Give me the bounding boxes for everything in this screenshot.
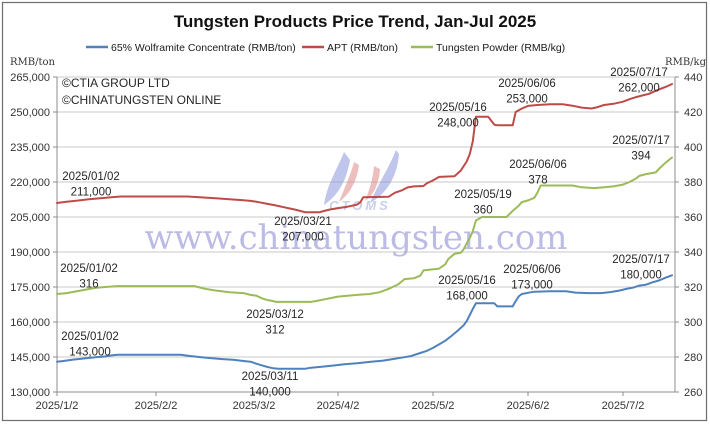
annotation-date: 2025/06/06	[509, 159, 567, 171]
data-annotation: 2025/01/02 143,000	[61, 331, 119, 359]
x-tick-label: 2025/6/2	[507, 400, 550, 412]
y-right-tick-label: 300	[684, 317, 702, 329]
series-layer	[56, 83, 673, 370]
y-left-tick-label: 160,000	[10, 317, 50, 329]
series-line-65-wolframite-concentrate-rmb-ton-	[56, 274, 673, 370]
y-right-tick-label: 440	[684, 72, 702, 84]
data-annotation: 2025/06/06 173,000	[503, 264, 561, 292]
logo-caption: CTOMS	[329, 198, 391, 213]
x-tick-label: 2025/1/2	[36, 400, 79, 412]
y-left-tick-label: 220,000	[10, 177, 50, 189]
x-tick-label: 2025/5/2	[412, 400, 455, 412]
y-right-tick-label: 280	[684, 352, 702, 364]
annotation-layer: 2025/01/02211,0002025/03/21207,0002025/0…	[60, 67, 670, 399]
y-right-tick-label: 340	[684, 247, 702, 259]
data-annotation: 2025/05/19 360	[454, 189, 512, 217]
chart-title: Tungsten Products Price Trend, Jan-Jul 2…	[174, 12, 536, 31]
annotation-date: 2025/03/21	[274, 216, 332, 228]
annotation-date: 2025/01/02	[60, 263, 118, 275]
annotation-date: 2025/05/16	[429, 102, 487, 114]
y-left-tick-label: 265,000	[10, 72, 50, 84]
annotation-date: 2025/05/19	[454, 189, 512, 201]
legend: 65% Wolframite Concentrate (RMB/ton) APT…	[86, 42, 565, 54]
annotation-value: 312	[265, 325, 284, 337]
annotation-value: 360	[473, 205, 492, 217]
series-line-tungsten-powder-rmb-kg-	[56, 156, 673, 303]
y-right-tick-label: 320	[684, 282, 702, 294]
copyright-line-2: ©CHINATUNGSTEN ONLINE	[62, 93, 221, 107]
x-tick-label: 2025/4/2	[317, 400, 360, 412]
y-right-tick-label: 260	[684, 387, 702, 399]
logo-petal-blue-right-icon	[370, 150, 399, 203]
annotation-value: 394	[631, 151, 651, 163]
legend-label-wolframite: 65% Wolframite Concentrate (RMB/ton)	[111, 42, 296, 54]
grid-layer: 265,000 250,000 235,000 220,000 205,000 190,0…	[10, 72, 702, 412]
logo-petal-blue-left-icon	[324, 152, 350, 205]
logo-petal-red-right-icon	[365, 166, 380, 201]
x-tick-label: 2025/3/2	[233, 400, 276, 412]
y-left-tick-label: 175,000	[10, 282, 50, 294]
annotation-date: 2025/06/06	[503, 264, 561, 276]
data-annotation: 2025/05/16 248,000	[429, 102, 487, 130]
logo-petal-red-left-icon	[339, 162, 359, 202]
copyright-line-1: ©CTIA GROUP LTD	[62, 76, 170, 90]
data-annotation: 2025/03/21 207,000	[274, 216, 332, 244]
data-annotation: 2025/03/11 140,000	[242, 371, 299, 399]
annotation-value: 253,000	[506, 94, 548, 106]
data-annotation: 2025/01/02 316	[60, 263, 118, 291]
annotation-date: 2025/01/02	[61, 331, 119, 343]
annotation-date: 2025/07/17	[612, 135, 670, 147]
y-right-tick-label: 360	[684, 212, 702, 224]
watermark-text: www.chinatungsten.com	[145, 218, 568, 258]
legend-label-apt: APT (RMB/ton)	[327, 42, 398, 54]
y-right-tick-label: 420	[684, 107, 702, 119]
annotation-value: 207,000	[282, 232, 324, 244]
annotation-date: 2025/05/16	[438, 275, 496, 287]
annotation-value: 378	[528, 175, 547, 187]
data-annotation: 2025/06/06 253,000	[498, 78, 556, 106]
right-axis-unit-label: RMB/kg	[665, 57, 707, 68]
annotation-value: 143,000	[69, 347, 111, 359]
x-tick-label: 2025/2/2	[135, 400, 178, 412]
y-left-tick-label: 130,000	[10, 387, 50, 399]
watermark-logo: CTOMS	[324, 150, 399, 213]
annotation-value: 140,000	[249, 387, 291, 399]
data-annotation: 2025/07/17 262,000	[610, 67, 668, 95]
legend-label-powder: Tungsten Powder (RMB/kg)	[436, 42, 565, 54]
annotation-value: 173,000	[511, 280, 553, 292]
y-left-tick-label: 205,000	[10, 212, 50, 224]
y-left-tick-label: 250,000	[10, 107, 50, 119]
y-right-tick-label: 400	[684, 142, 702, 154]
data-annotation: 2025/07/17 180,000	[612, 254, 670, 282]
annotation-date: 2025/06/06	[498, 78, 556, 90]
x-tick-label: 2025/7/2	[602, 400, 645, 412]
annotation-value: 180,000	[620, 270, 662, 282]
annotation-date: 2025/07/17	[612, 254, 670, 266]
annotation-value: 211,000	[71, 187, 112, 199]
y-left-tick-label: 235,000	[10, 142, 50, 154]
data-annotation: 2025/03/12 312	[246, 309, 304, 337]
y-left-tick-label: 190,000	[10, 247, 50, 259]
annotation-value: 316	[79, 279, 98, 291]
annotation-date: 2025/03/12	[246, 309, 304, 321]
annotation-value: 262,000	[618, 83, 660, 95]
data-annotation: 2025/07/17 394	[612, 135, 670, 163]
series-line-apt-rmb-ton-	[56, 83, 673, 214]
data-annotation: 2025/01/02 211,000	[62, 171, 120, 199]
annotation-value: 168,000	[446, 291, 488, 303]
annotation-date: 2025/01/02	[62, 171, 120, 183]
annotation-value: 248,000	[437, 118, 479, 130]
y-right-tick-label: 380	[684, 177, 702, 189]
left-axis-unit-label: RMB/ton	[10, 57, 56, 68]
y-left-tick-label: 145,000	[10, 352, 50, 364]
annotation-date: 2025/03/11	[242, 371, 299, 383]
data-annotation: 2025/06/06 378	[509, 159, 567, 187]
data-annotation: 2025/05/16 168,000	[438, 275, 496, 303]
annotation-date: 2025/07/17	[610, 67, 668, 79]
